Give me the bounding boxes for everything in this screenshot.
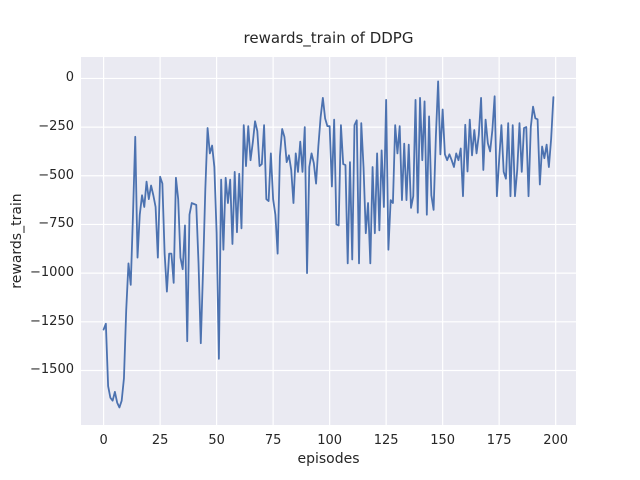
- x-tick-label-50: 50: [208, 433, 225, 448]
- y-axis-label: rewards_train: [9, 193, 25, 289]
- chart-title: rewards_train of DDPG: [243, 29, 414, 47]
- x-axis-label: episodes: [297, 451, 360, 467]
- x-tick-label-0: 0: [99, 433, 108, 448]
- x-tick-label-175: 175: [486, 433, 512, 448]
- x-tick-label-200: 200: [543, 433, 569, 448]
- x-tick-label-25: 25: [151, 433, 169, 448]
- y-tick-label--750: −750: [38, 216, 74, 232]
- series-line-rewards_train: [102, 80, 555, 409]
- y-tick-label--500: −500: [38, 167, 74, 183]
- x-tick-label-75: 75: [264, 433, 282, 448]
- x-tick-label-125: 125: [373, 433, 399, 448]
- plot-background: [81, 57, 576, 425]
- y-tick-label--250: −250: [38, 119, 74, 135]
- y-tick-label--1000: −1000: [30, 265, 74, 281]
- y-tick-label-0: 0: [65, 70, 74, 86]
- plot-area: [81, 57, 576, 425]
- x-tick-label-150: 150: [430, 433, 456, 448]
- y-tick-label--1500: −1500: [30, 362, 74, 378]
- y-tick-label--1250: −1250: [30, 313, 74, 329]
- x-tick-label-100: 100: [317, 433, 343, 448]
